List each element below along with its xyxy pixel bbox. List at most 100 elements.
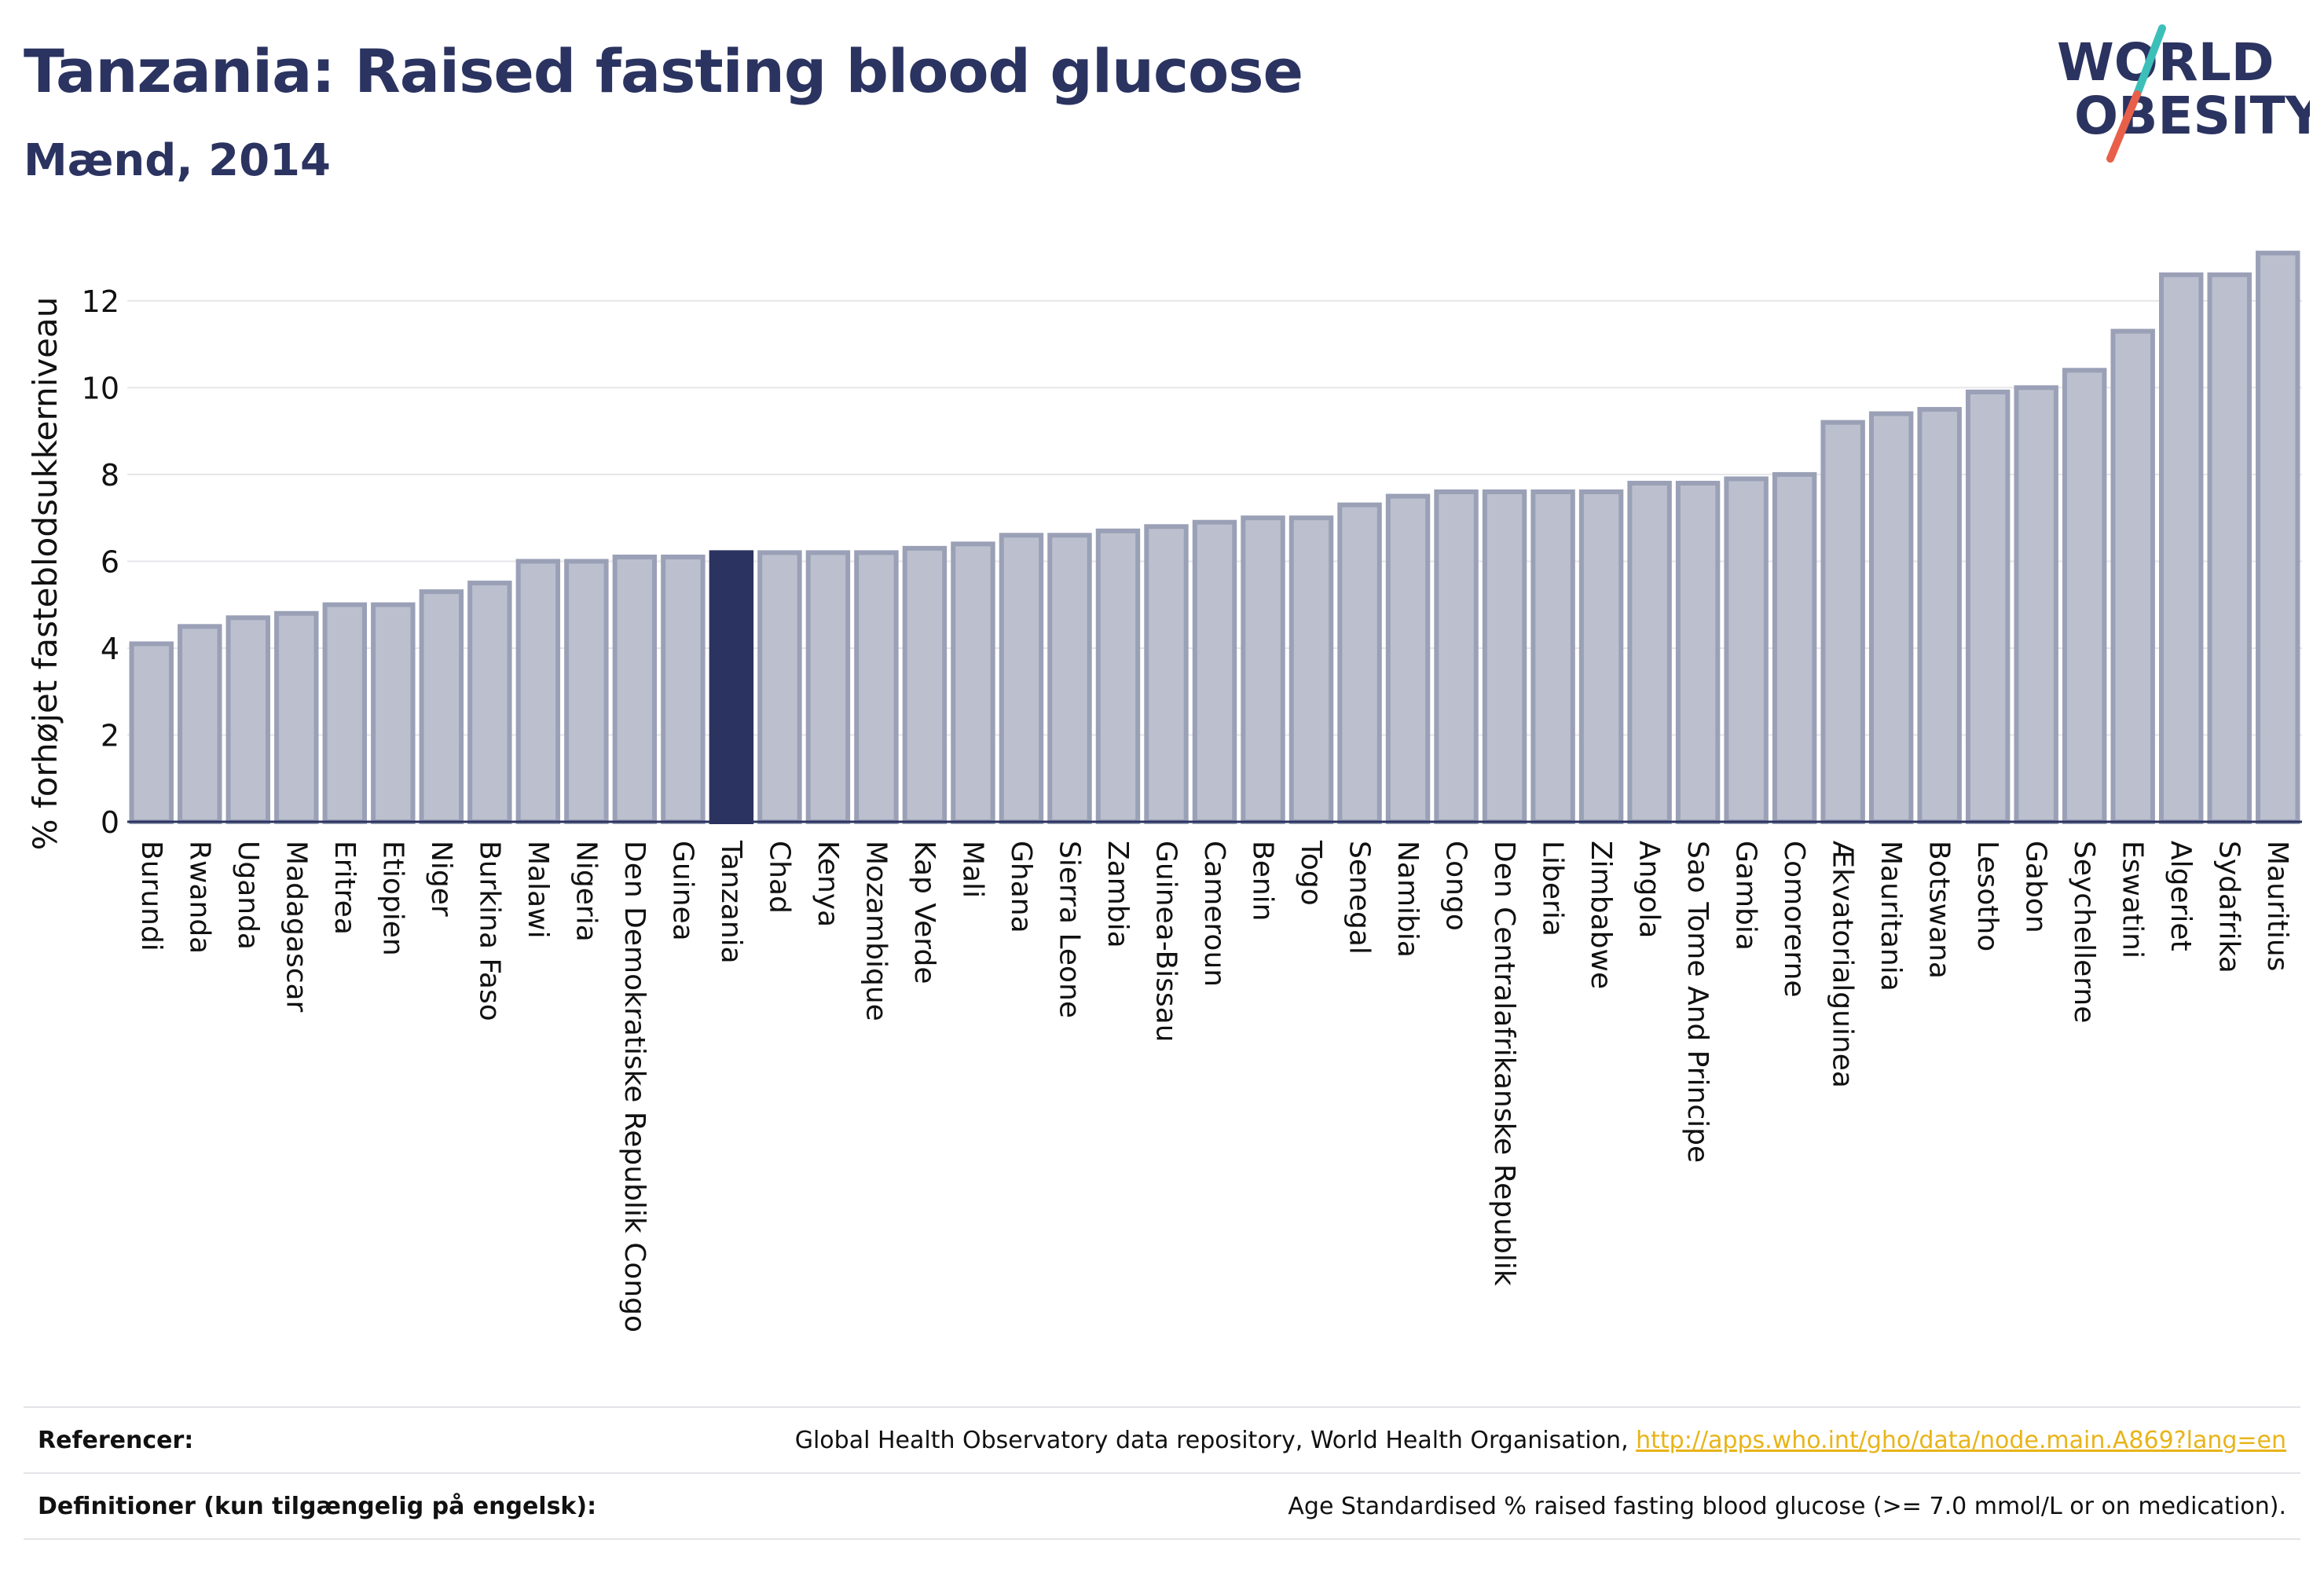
bar-congo (1434, 489, 1479, 824)
x-tick-label: Guinea-Bissau (1149, 841, 1182, 1043)
bar-sao-tome-and-principe (1675, 480, 1721, 824)
y-tick-label: 8 (101, 458, 119, 493)
x-tick-label: Chad (763, 841, 795, 914)
y-tick-label: 12 (82, 284, 119, 319)
x-tick-label: Mauritania (1875, 841, 1907, 991)
bar-sydafrika (2207, 272, 2252, 824)
x-tick-label: Congo (1440, 841, 1472, 931)
bar-etiopien (371, 602, 416, 824)
x-tick-label: Seychellerne (2068, 841, 2100, 1023)
footer: Referencer: Global Health Observatory da… (24, 1406, 2300, 1540)
x-tick-label: Etiopien (376, 841, 409, 956)
bar-eritrea (322, 602, 368, 824)
y-axis-label: % forhøjet fasteblodsukkerniveau (26, 297, 64, 851)
bar-burkina-faso (467, 581, 512, 825)
bar-zambia (1095, 528, 1141, 824)
x-tick-label: Lesotho (1971, 841, 2003, 951)
bar-algeriet (2159, 272, 2204, 824)
x-tick-label: Liberia (1537, 841, 1569, 936)
x-tick-label: Togo (1295, 840, 1327, 906)
x-tick-label: Ækvatorialguinea (1827, 841, 1859, 1088)
x-tick-label: Mauritius (2261, 841, 2293, 971)
references-link[interactable]: http://apps.who.int/gho/data/node.main.A… (1636, 1426, 2286, 1454)
x-tick-label: Niger (425, 841, 457, 917)
x-tick-label: Sao Tome And Principe (1681, 841, 1714, 1163)
x-tick-label: Den Centralafrikanske Republik (1488, 841, 1520, 1286)
x-tick-label: Sydafrika (2213, 841, 2245, 973)
x-tick-label: Benin (1247, 841, 1279, 921)
bar-rwanda (178, 624, 222, 824)
bar-tanzania (709, 550, 754, 824)
y-tick-label: 0 (101, 805, 119, 840)
bar-angola (1627, 480, 1672, 824)
x-tick-label: Tanzania (715, 840, 747, 964)
y-tick-label: 10 (82, 371, 119, 405)
x-tick-label: Zimbabwe (1585, 841, 1617, 989)
bar-mozambique (854, 550, 899, 824)
references-label: Referencer: (38, 1426, 194, 1454)
bar-burundi (129, 641, 174, 824)
bar-gabon (2014, 385, 2058, 824)
bar-lesotho (1965, 389, 2011, 824)
x-tick-label: Senegal (1343, 841, 1376, 955)
x-tick-label: Mozambique (860, 841, 892, 1021)
definitions-row: Definitioner (kun tilgængelig på engelsk… (24, 1472, 2300, 1540)
bar-benin (1241, 515, 1285, 824)
x-tick-label: Eritrea (328, 841, 361, 935)
x-tick-label: Kap Verde (908, 841, 940, 984)
bar-den-demokratiske-republik-congo (612, 554, 658, 824)
world-obesity-logo: WORLD OBESITY (2057, 24, 2310, 163)
x-tick-label: Mali (956, 841, 988, 898)
x-tick-label: Burkina Faso (473, 841, 505, 1021)
bar-senegal (1337, 502, 1382, 824)
x-tick-label: Gabon (2020, 841, 2052, 933)
bar-madagascar (274, 610, 319, 824)
bar-sierra-leone (1047, 533, 1092, 824)
logo-slash-red (2106, 90, 2141, 163)
bar-namibia (1385, 493, 1431, 824)
x-tick-label: Ghana (1005, 841, 1037, 933)
bar-malawi (515, 559, 561, 824)
x-tick-label: Guinea (666, 841, 698, 941)
definitions-text: Age Standardised % raised fasting blood … (1288, 1492, 2286, 1520)
bar-botswana (1917, 407, 1962, 824)
bar-seychellerne (2062, 368, 2107, 824)
x-tick-label: Nigeria (570, 841, 602, 942)
x-tick-label: Kenya (812, 841, 844, 927)
x-tick-label: Malawi (522, 841, 554, 939)
bar-chart: 0 2 4 6 8 10 12 Burundi Rwanda Uganda Madagascar Er… (26, 251, 2302, 1332)
bar-comorerne (1772, 471, 1817, 824)
logo-slash-teal (2133, 24, 2166, 98)
bar-ghana (999, 533, 1044, 824)
x-tick-label: Sierra Leone (1053, 841, 1085, 1018)
bar-ækvatorialguinea (1820, 420, 1865, 824)
y-tick-label: 4 (101, 632, 119, 666)
x-tick-label: Cameroun (1198, 841, 1230, 987)
page-subtitle: Mænd, 2014 (24, 135, 331, 186)
y-tick-label: 2 (101, 718, 119, 753)
bar-zimbabwe (1578, 489, 1624, 824)
x-tick-label: Botswana (1923, 841, 1956, 979)
references-row: Referencer: Global Health Observatory da… (24, 1406, 2300, 1472)
y-tick-label: 6 (101, 544, 119, 579)
bar-uganda (225, 615, 270, 824)
bar-chad (757, 550, 802, 824)
bar-niger (419, 589, 464, 824)
references-value: Global Health Observatory data repositor… (795, 1427, 2286, 1454)
logo-line2: OBESITY (2074, 86, 2310, 146)
bar-mauritius (2256, 251, 2300, 824)
bar-guinea-bissau (1144, 524, 1189, 825)
x-tick-label: Eswatini (2117, 841, 2149, 958)
bar-mali (951, 541, 995, 825)
x-tick-label: Comorerne (1778, 841, 1810, 998)
x-tick-label: Den Demokratiske Republik Congo (618, 841, 651, 1332)
bar-nigeria (564, 559, 609, 824)
bar-kenya (805, 550, 851, 824)
references-text: Global Health Observatory data repositor… (794, 1426, 1637, 1454)
bars (129, 251, 2300, 825)
bar-den-centralafrikanske-republik (1482, 489, 1527, 824)
bar-gambia (1724, 476, 1769, 824)
bar-guinea (661, 554, 706, 824)
x-tick-label: Namibia (1391, 841, 1424, 958)
x-tick-label: Zambia (1102, 841, 1134, 948)
